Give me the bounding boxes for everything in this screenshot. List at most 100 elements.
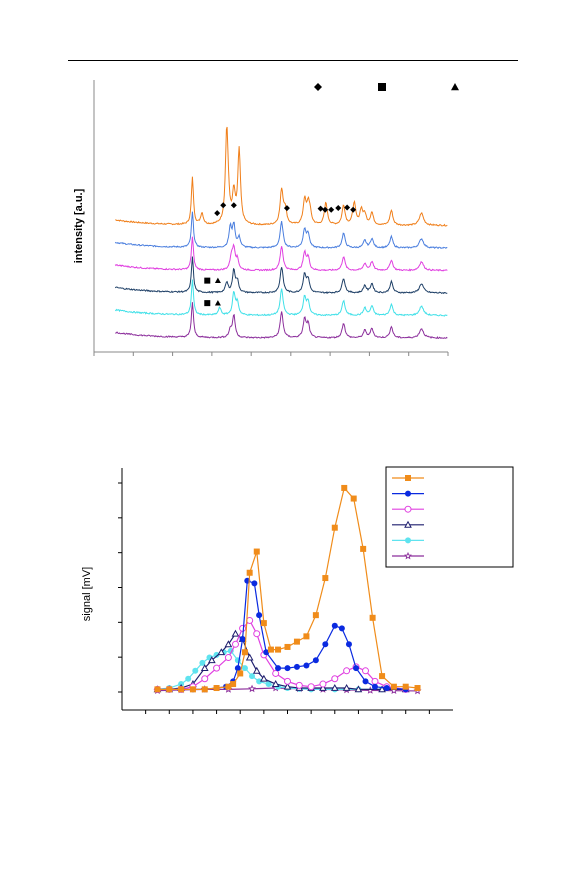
signal-point-1-19 [322, 641, 329, 648]
signal-point-2-14 [295, 681, 303, 689]
signal-point-3-6 [217, 648, 226, 656]
signal-point-1-15 [284, 665, 291, 672]
signal-point-0-5 [213, 685, 220, 692]
signal-point-0-3 [189, 686, 196, 693]
square-marker-0 [204, 277, 211, 284]
signal-point-1-11 [251, 580, 258, 587]
signal-point-2-6 [224, 654, 232, 662]
signal-point-2-16 [319, 680, 327, 688]
signal-point-0-24 [369, 614, 376, 621]
legend-marker-4 [405, 537, 411, 544]
signal-point-3-18 [330, 683, 339, 691]
signal-point-3-7 [224, 640, 233, 648]
triangle-marker-1 [214, 300, 221, 306]
signal-point-2-21 [371, 677, 379, 685]
pattern-line-5 [115, 302, 448, 340]
signal-point-2-8 [239, 624, 247, 632]
legend-marker-0 [405, 475, 411, 481]
signal-point-0-20 [331, 524, 338, 531]
y-axis-label: signal [mV] [81, 567, 93, 621]
signal-point-5-9 [366, 686, 375, 694]
signal-point-0-16 [293, 638, 300, 645]
legend-marker-2 [404, 505, 412, 513]
diamond-marker-2 [214, 210, 221, 217]
signal-point-3-13 [271, 680, 280, 687]
signal-line-2 [157, 619, 406, 690]
signal-point-0-28 [414, 685, 421, 692]
signal-point-0-2 [178, 686, 185, 693]
diamond-marker-9 [350, 206, 357, 213]
signal-point-0-22 [350, 495, 357, 502]
signal-point-0-7 [230, 681, 237, 688]
signal-point-4-11 [241, 665, 248, 672]
signal-point-4-12 [249, 673, 256, 680]
signal-point-1-20 [331, 622, 338, 629]
signal-point-3-21 [378, 685, 386, 693]
legend-triangle-symbol [451, 83, 459, 91]
legend-square-symbol [378, 83, 386, 91]
diamond-marker-7 [344, 204, 351, 211]
signal-point-2-4 [201, 675, 209, 683]
signal-point-4-5 [199, 659, 206, 666]
signal-point-2-9 [246, 616, 254, 624]
signal-point-1-12 [256, 612, 263, 619]
signal-point-2-12 [272, 669, 280, 677]
y-axis-label: intensity [a.u.] [73, 188, 85, 263]
signal-point-1-16 [293, 663, 300, 670]
diamond-marker-1 [230, 202, 237, 209]
signal-point-0-18 [312, 612, 319, 619]
signal-point-0-8 [237, 670, 244, 677]
signal-point-3-8 [231, 629, 240, 637]
signal-point-0-21 [341, 484, 348, 491]
legend-marker-3 [404, 520, 412, 528]
signal-point-0-23 [360, 545, 367, 552]
signal-point-2-13 [284, 677, 291, 685]
signal-point-0-17 [303, 633, 310, 640]
signal-point-1-9 [239, 636, 246, 642]
signal-point-0-9 [241, 649, 248, 656]
signal-point-2-17 [331, 675, 339, 683]
signal-point-2-5 [213, 664, 221, 672]
signal-point-4-7 [213, 651, 220, 658]
signal-point-0-15 [284, 643, 291, 650]
pattern-line-1 [114, 211, 448, 250]
signal-point-0-14 [275, 646, 282, 653]
signal-point-4-14 [265, 681, 272, 688]
diamond-marker-8 [328, 206, 335, 213]
square-marker-1 [204, 300, 211, 307]
signal-point-4-4 [192, 667, 199, 674]
signal-point-3-19 [342, 683, 351, 691]
diamond-marker-4 [317, 205, 324, 212]
signal-point-2-7 [231, 640, 239, 648]
signal-point-2-10 [253, 630, 261, 638]
signal-point-0-12 [260, 620, 267, 627]
signal-point-1-26 [383, 685, 390, 692]
signal-point-1-17 [303, 662, 310, 669]
signal-line-0 [157, 486, 418, 690]
signal-point-0-27 [402, 683, 409, 690]
signal-point-0-10 [246, 569, 253, 576]
signal-point-0-25 [379, 673, 386, 680]
pattern-line-0 [115, 126, 448, 227]
signal-point-2-18 [343, 667, 351, 675]
signal-point-4-13 [256, 678, 263, 685]
header-rule [68, 60, 518, 61]
legend-marker-5 [404, 551, 412, 560]
signal-point-1-23 [353, 665, 360, 672]
signal-point-3-17 [319, 683, 327, 691]
signal-point-0-13 [267, 646, 274, 653]
signal-point-3-10 [245, 653, 254, 661]
triangle-marker-0 [214, 277, 221, 284]
signal-point-1-18 [312, 657, 319, 664]
signal-point-3-4 [200, 664, 209, 672]
signal-point-1-25 [371, 683, 378, 690]
signal-point-1-21 [338, 625, 345, 632]
signal-point-1-14 [275, 665, 282, 672]
signal-point-3-11 [252, 666, 261, 674]
signal-point-4-3 [185, 675, 192, 682]
signal-point-2-15 [307, 683, 315, 691]
legend-diamond-symbol [314, 83, 322, 91]
signal-point-3-5 [207, 656, 216, 664]
